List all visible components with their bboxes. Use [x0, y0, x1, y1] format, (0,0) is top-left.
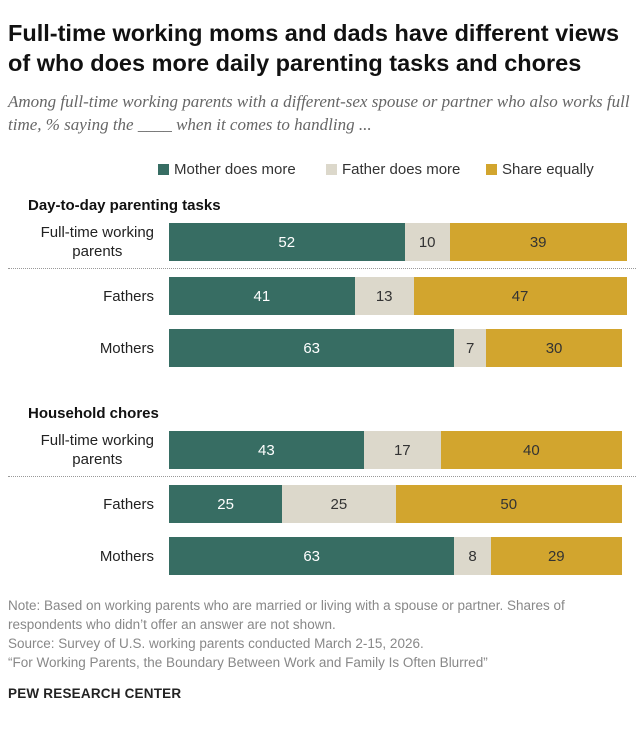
data-label: 10 [418, 233, 436, 251]
chart-title: Full-time working moms and dads have dif… [8, 20, 620, 76]
data-label: 47 [511, 287, 529, 305]
bar-segment-mother: 63 [169, 537, 455, 575]
row-label: Fathers [103, 496, 154, 513]
data-label: 29 [547, 547, 565, 565]
brand-logo-text: PEW RESEARCH CENTER [8, 686, 182, 701]
data-label: 52 [278, 233, 296, 251]
legend-label-equal: Share equally [502, 161, 594, 178]
row-label: Full-time working parents [40, 432, 154, 468]
data-label: 30 [545, 339, 563, 357]
data-label: 41 [253, 287, 271, 305]
chart-subtitle: Among full-time working parents with a d… [8, 92, 630, 134]
bar-segment-mother: 25 [169, 485, 283, 523]
chart-footnotes: Note: Based on working parents who are m… [8, 596, 633, 672]
section-label: Day-to-day parenting tasks [28, 197, 221, 214]
row-label: Mothers [99, 340, 154, 357]
legend-swatch-father [326, 164, 337, 175]
source-text: Source: Survey of U.S. working parents c… [8, 636, 424, 651]
bar-segment-father: 25 [282, 485, 396, 523]
note-text: Note: Based on working parents who are m… [8, 598, 565, 632]
data-label: 63 [303, 547, 321, 565]
data-label: 39 [529, 233, 547, 251]
bar-segment-father: 17 [363, 431, 441, 469]
data-label: 8 [468, 547, 477, 565]
section-label: Household chores [28, 405, 159, 422]
data-label: 50 [500, 495, 518, 513]
legend-item-mother: Mother does more [158, 161, 296, 178]
bar-segment-father: 8 [454, 537, 491, 575]
data-label: 25 [330, 495, 348, 513]
data-label: 40 [523, 441, 540, 459]
bar-segment-mother: 43 [169, 431, 364, 469]
row-label: Mothers [99, 548, 154, 565]
bar-segment-mother: 41 [169, 277, 355, 315]
legend-label-mother: Mother does more [174, 161, 296, 178]
bar-segment-equal: 40 [440, 431, 622, 469]
bar-segment-equal: 39 [449, 223, 627, 261]
legend-item-father: Father does more [326, 161, 460, 178]
bar-segment-equal: 47 [413, 277, 627, 315]
data-label: 43 [258, 441, 275, 459]
legend: Mother does more Father does more Share … [0, 161, 639, 181]
row-divider [8, 476, 636, 477]
data-label: 7 [466, 339, 475, 357]
data-label: 63 [303, 339, 321, 357]
legend-swatch-equal [486, 164, 497, 175]
bar-segment-father: 7 [454, 329, 487, 367]
legend-label-father: Father does more [342, 161, 461, 178]
row-label: Fathers [103, 288, 154, 305]
report-title: “For Working Parents, the Boundary Betwe… [8, 655, 488, 670]
bar-segment-father: 10 [404, 223, 450, 261]
bar-segment-mother: 52 [169, 223, 405, 261]
data-label: 13 [375, 287, 393, 305]
bar-segment-father: 13 [354, 277, 414, 315]
data-label: 17 [393, 441, 411, 459]
data-label: 25 [217, 495, 234, 513]
legend-swatch-mother [158, 164, 169, 175]
bar-segment-mother: 63 [169, 329, 455, 367]
row-divider [8, 268, 636, 269]
row-label: Full-time working parents [40, 224, 154, 260]
bar-segment-equal: 30 [486, 329, 622, 367]
legend-item-equal: Share equally [486, 161, 594, 178]
bar-segment-equal: 29 [490, 537, 622, 575]
bar-segment-equal: 50 [395, 485, 622, 523]
